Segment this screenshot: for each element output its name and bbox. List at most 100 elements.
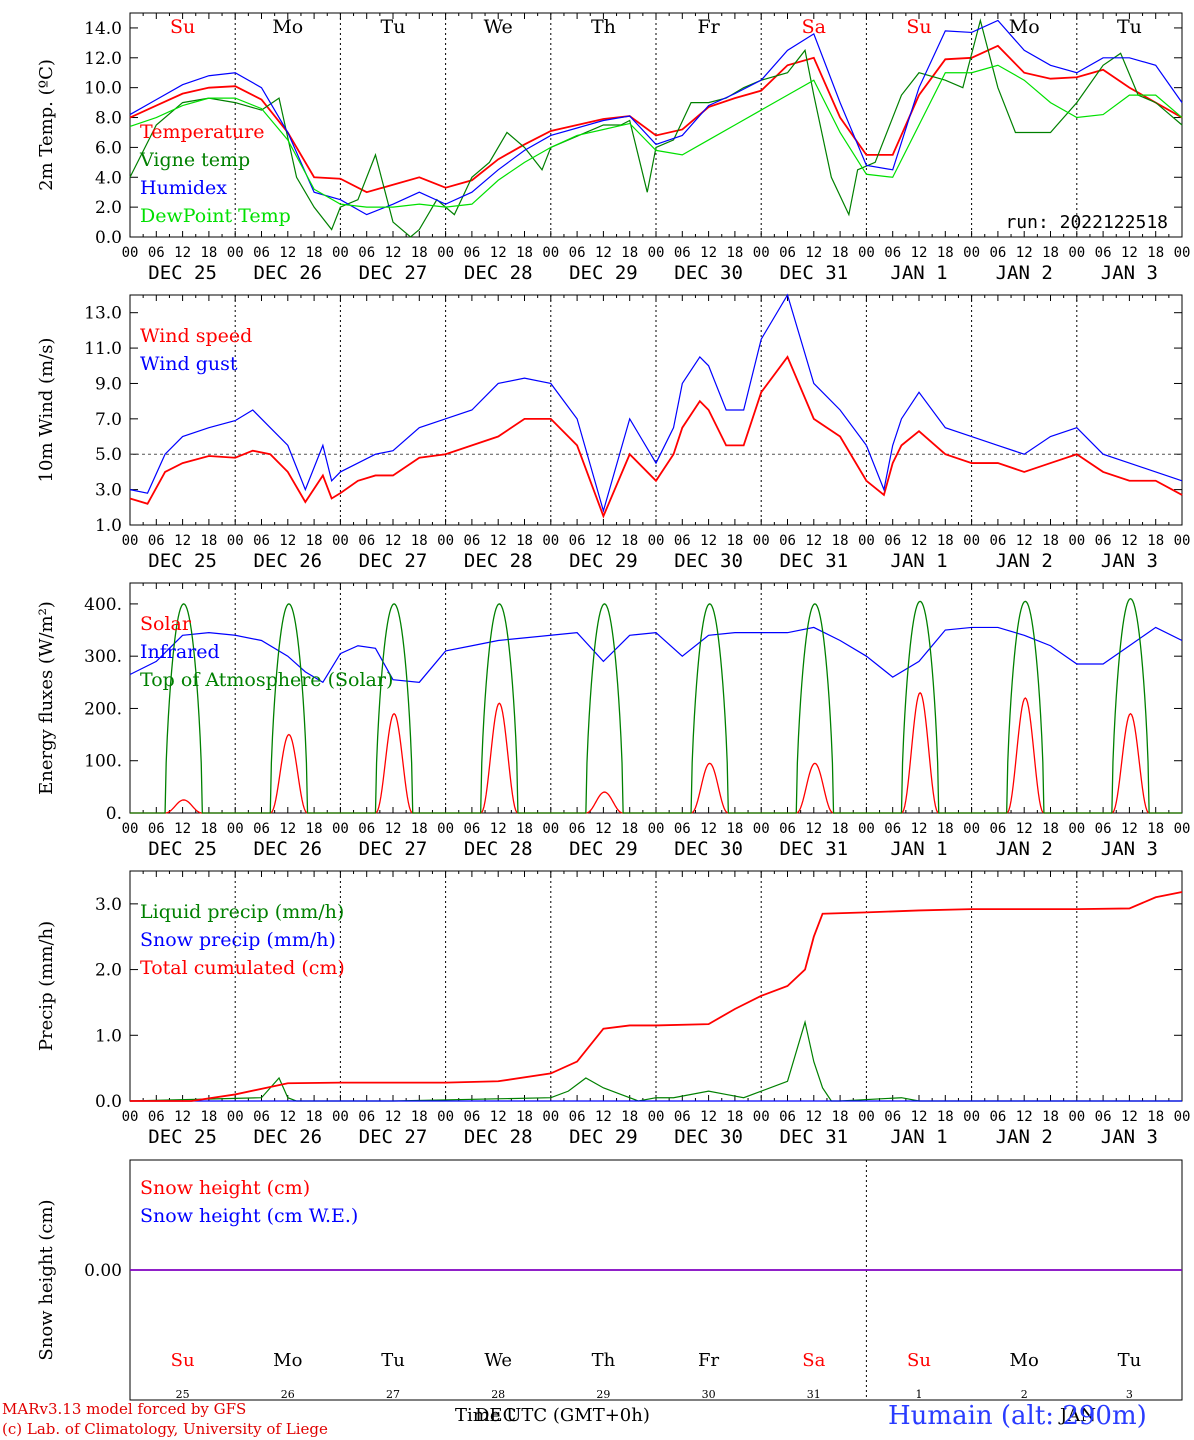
date-tick-label: DEC 25 [148, 550, 217, 572]
day-number-label: 27 [386, 1388, 400, 1401]
hour-tick-label: 12 [700, 533, 717, 549]
hour-tick-label: 12 [385, 1109, 402, 1125]
hour-tick-label: 18 [726, 245, 743, 261]
hour-tick-label: 18 [1147, 533, 1164, 549]
date-tick-label: DEC 30 [674, 262, 743, 284]
day-of-week-label: Su [170, 16, 195, 38]
series-line-top-of-atmosphere-solar- [130, 597, 1182, 814]
day-of-week-label-bottom: Th [592, 1350, 616, 1371]
day-of-week-label-bottom: Mo [273, 1350, 302, 1371]
hour-tick-label: 00 [963, 821, 980, 837]
hour-tick-label: 18 [200, 1109, 217, 1125]
hour-tick-label: 18 [621, 533, 638, 549]
hour-tick-label: 12 [911, 821, 928, 837]
hour-tick-label: 12 [805, 1109, 822, 1125]
hour-tick-label: 18 [306, 533, 323, 549]
hour-tick-label: 12 [385, 533, 402, 549]
y-tick-label: 6.0 [95, 138, 122, 158]
day-number-label: 29 [596, 1388, 610, 1401]
hour-tick-label: 18 [411, 245, 428, 261]
y-tick-label: 14.0 [84, 19, 122, 39]
hour-tick-label: 12 [595, 533, 612, 549]
hour-tick-label: 12 [805, 533, 822, 549]
date-tick-label: DEC 26 [253, 550, 322, 572]
date-tick-label: DEC 31 [779, 550, 848, 572]
hour-tick-label: 18 [411, 533, 428, 549]
hour-tick-label: 18 [306, 245, 323, 261]
hour-tick-label: 18 [306, 821, 323, 837]
legend-entry: Solar [140, 613, 192, 635]
y-tick-label: 0. [106, 804, 122, 824]
hour-tick-label: 18 [1042, 1109, 1059, 1125]
hour-tick-label: 06 [148, 1109, 165, 1125]
day-of-week-label: Th [591, 16, 616, 38]
hour-tick-label: 06 [358, 245, 375, 261]
day-of-week-label-bottom: Sa [802, 1350, 825, 1371]
date-tick-label: DEC 29 [569, 550, 638, 572]
hour-tick-label: 06 [148, 533, 165, 549]
hour-tick-label: 18 [411, 1109, 428, 1125]
y-tick-label: 0.0 [95, 228, 122, 248]
hour-tick-label: 00 [963, 533, 980, 549]
station-name: Humain (alt: 290m) [888, 1401, 1147, 1431]
hour-tick-label: 18 [306, 1109, 323, 1125]
legend-entry: Wind gust [140, 353, 238, 375]
hour-tick-label: 00 [227, 1109, 244, 1125]
hour-tick-label: 18 [832, 821, 849, 837]
hour-tick-label: 06 [463, 1109, 480, 1125]
y-tick-label: 1.0 [95, 516, 122, 536]
day-of-week-label: Sa [802, 16, 826, 38]
date-tick-label: DEC 27 [359, 1126, 428, 1148]
hour-tick-label: 00 [858, 1109, 875, 1125]
hour-tick-label: 18 [937, 821, 954, 837]
hour-tick-label: 18 [200, 533, 217, 549]
y-tick-label: 10.0 [84, 79, 122, 99]
date-tick-label: JAN 3 [1101, 1126, 1158, 1148]
day-of-week-label: Mo [272, 16, 303, 38]
hour-tick-label: 00 [122, 1109, 139, 1125]
hour-tick-label: 00 [858, 245, 875, 261]
hour-tick-label: 18 [621, 245, 638, 261]
date-tick-label: DEC 28 [464, 262, 533, 284]
hour-tick-label: 12 [385, 245, 402, 261]
date-tick-label: DEC 31 [779, 1126, 848, 1148]
hour-tick-label: 06 [148, 245, 165, 261]
day-number-label: 2 [1021, 1388, 1028, 1401]
hour-tick-label: 06 [884, 821, 901, 837]
hour-tick-label: 00 [858, 821, 875, 837]
hour-tick-label: 00 [332, 821, 349, 837]
month-label-dec: DEC [475, 1405, 517, 1426]
hour-tick-label: 12 [279, 821, 296, 837]
day-number-label: 25 [176, 1388, 190, 1401]
hour-tick-label: 18 [516, 245, 533, 261]
hour-tick-label: 06 [989, 1109, 1006, 1125]
hour-tick-label: 12 [805, 245, 822, 261]
hour-tick-label: 06 [674, 245, 691, 261]
hour-tick-label: 18 [1042, 245, 1059, 261]
day-number-label: 28 [491, 1388, 505, 1401]
hour-tick-label: 18 [1042, 821, 1059, 837]
panel-frame-4 [129, 1159, 1183, 1401]
hour-tick-label: 06 [358, 821, 375, 837]
hour-tick-label: 06 [674, 821, 691, 837]
hour-tick-label: 00 [227, 533, 244, 549]
hour-tick-label: 00 [542, 1109, 559, 1125]
hour-tick-label: 06 [358, 1109, 375, 1125]
date-tick-label: DEC 26 [253, 838, 322, 860]
legend-entry: Snow precip (mm/h) [140, 929, 336, 951]
date-tick-label: JAN 3 [1101, 838, 1158, 860]
y-axis-title: Snow height (cm) [36, 1199, 57, 1360]
hour-tick-label: 00 [332, 245, 349, 261]
day-of-week-label: Tu [381, 16, 406, 38]
hour-tick-label: 00 [753, 1109, 770, 1125]
hour-tick-label: 18 [1147, 245, 1164, 261]
legend-entry: Vigne temp [139, 149, 250, 171]
hour-tick-label: 12 [385, 821, 402, 837]
hour-tick-label: 06 [989, 245, 1006, 261]
hour-tick-label: 06 [674, 1109, 691, 1125]
date-tick-label: DEC 28 [464, 1126, 533, 1148]
day-number-label: 1 [916, 1388, 923, 1401]
hour-tick-label: 00 [963, 245, 980, 261]
date-tick-label: DEC 25 [148, 262, 217, 284]
y-tick-label: 0.00 [84, 1261, 122, 1281]
